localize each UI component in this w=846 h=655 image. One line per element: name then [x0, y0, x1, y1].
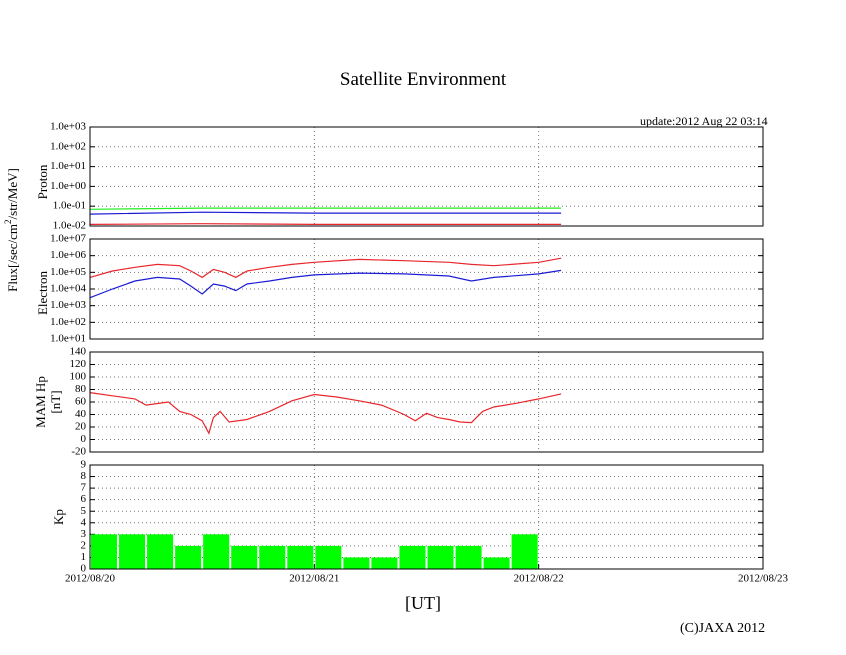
kp-ytick-label: 7: [81, 482, 87, 494]
electron-ytick-label: 1.0e+01: [50, 333, 86, 345]
kp-bar: [287, 545, 314, 569]
electron-ytick-label: 1.0e+03: [50, 299, 86, 311]
electron-ylabel: Electron: [35, 270, 50, 315]
x-tick-label: 2012/08/20: [65, 573, 116, 585]
kp-bar: [399, 545, 426, 569]
kp-bar: [119, 534, 146, 569]
kp-ytick-label: 5: [81, 505, 87, 517]
kp-ytick-label: 8: [81, 470, 87, 482]
proton-ytick-label: 1.0e-02: [53, 220, 86, 232]
proton-series-blue-line: [89, 211, 562, 215]
electron-series-red-line: [89, 257, 562, 279]
kp-ytick-label: 9: [81, 459, 87, 471]
mam_hp-ytick-label: 120: [70, 358, 87, 370]
kp-bar: [203, 534, 230, 569]
panels: 1.0e+03 1.0e+02 1.0e+01 1.0e+00 1.0e-01 1.0e-…: [3, 121, 788, 585]
kp-ytick-label: 1: [81, 551, 87, 563]
mam-hp-ylabel: MAM Hp: [33, 376, 48, 428]
mam_hp-ytick-label: 80: [75, 383, 87, 395]
proton-panel-frame: [89, 126, 764, 227]
copyright: (C)JAXA 2012: [680, 621, 766, 636]
kp-bar: [259, 545, 286, 569]
kp-ytick-label: 2: [81, 539, 87, 551]
proton-ytick-label: 1.0e+01: [50, 160, 86, 172]
kp-bar: [427, 545, 454, 569]
kp-bar: [371, 557, 398, 569]
kp-bar: [343, 557, 370, 569]
proton-ytick-label: 1.0e-01: [53, 200, 86, 212]
proton-series-red-line: [89, 223, 562, 225]
kp-bar: [483, 557, 510, 569]
mam_hp-panel-frame: [89, 351, 764, 453]
flux-ylabel: Flux[/sec/cm2/str/MeV]: [3, 168, 20, 292]
electron-ytick-label: 1.0e+06: [50, 249, 86, 261]
kp-ytick-label: 4: [81, 516, 87, 528]
mam_hp-series-red-line: [89, 392, 562, 435]
kp-bar: [315, 545, 342, 569]
electron-ytick-label: 1.0e+04: [50, 283, 86, 295]
kp-ytick-label: 3: [81, 528, 87, 540]
kp-ylabel: Kp: [51, 509, 66, 525]
x-tick-label: 2012/08/23: [738, 573, 789, 585]
x-tick-label: 2012/08/21: [289, 573, 339, 585]
proton-ytick-label: 1.0e+00: [50, 180, 86, 192]
electron-ytick-label: 1.0e+02: [50, 316, 86, 328]
kp-ytick-label: 0: [81, 563, 87, 575]
mam_hp-ytick-label: 0: [81, 433, 87, 445]
mam-hp-unit-label: [nT]: [48, 390, 63, 413]
proton-ytick-label: 1.0e+02: [50, 140, 86, 152]
kp-bar: [147, 534, 174, 569]
x-tick-label: 2012/08/22: [514, 573, 564, 585]
electron-series-blue-line: [89, 269, 562, 299]
kp-bar: [455, 545, 482, 569]
x-axis-label: [UT]: [405, 593, 441, 613]
kp-panel-frame: [89, 464, 764, 570]
electron-ytick-label: 1.0e+07: [50, 233, 86, 245]
electron-panel-frame: [89, 238, 764, 340]
proton-ylabel: Proton: [35, 164, 50, 199]
proton-ytick-label: 1.0e+03: [50, 121, 86, 133]
mam_hp-ytick-label: 60: [75, 396, 87, 408]
kp-bar: [511, 534, 538, 569]
kp-bar: [91, 534, 118, 569]
proton-series-green-line: [89, 207, 562, 210]
kp-bar: [175, 545, 202, 569]
update-timestamp: update:2012 Aug 22 03:14: [640, 114, 768, 128]
kp-bar: [231, 545, 258, 569]
chart-title: Satellite Environment: [339, 69, 507, 90]
electron-ytick-label: 1.0e+05: [50, 266, 86, 278]
mam_hp-ytick-label: 140: [70, 346, 87, 358]
mam_hp-ytick-label: 40: [75, 408, 87, 420]
mam_hp-ytick-label: -20: [71, 446, 86, 458]
mam_hp-ytick-label: 20: [75, 421, 87, 433]
kp-ytick-label: 6: [81, 493, 87, 505]
mam_hp-ytick-label: 100: [70, 371, 87, 383]
